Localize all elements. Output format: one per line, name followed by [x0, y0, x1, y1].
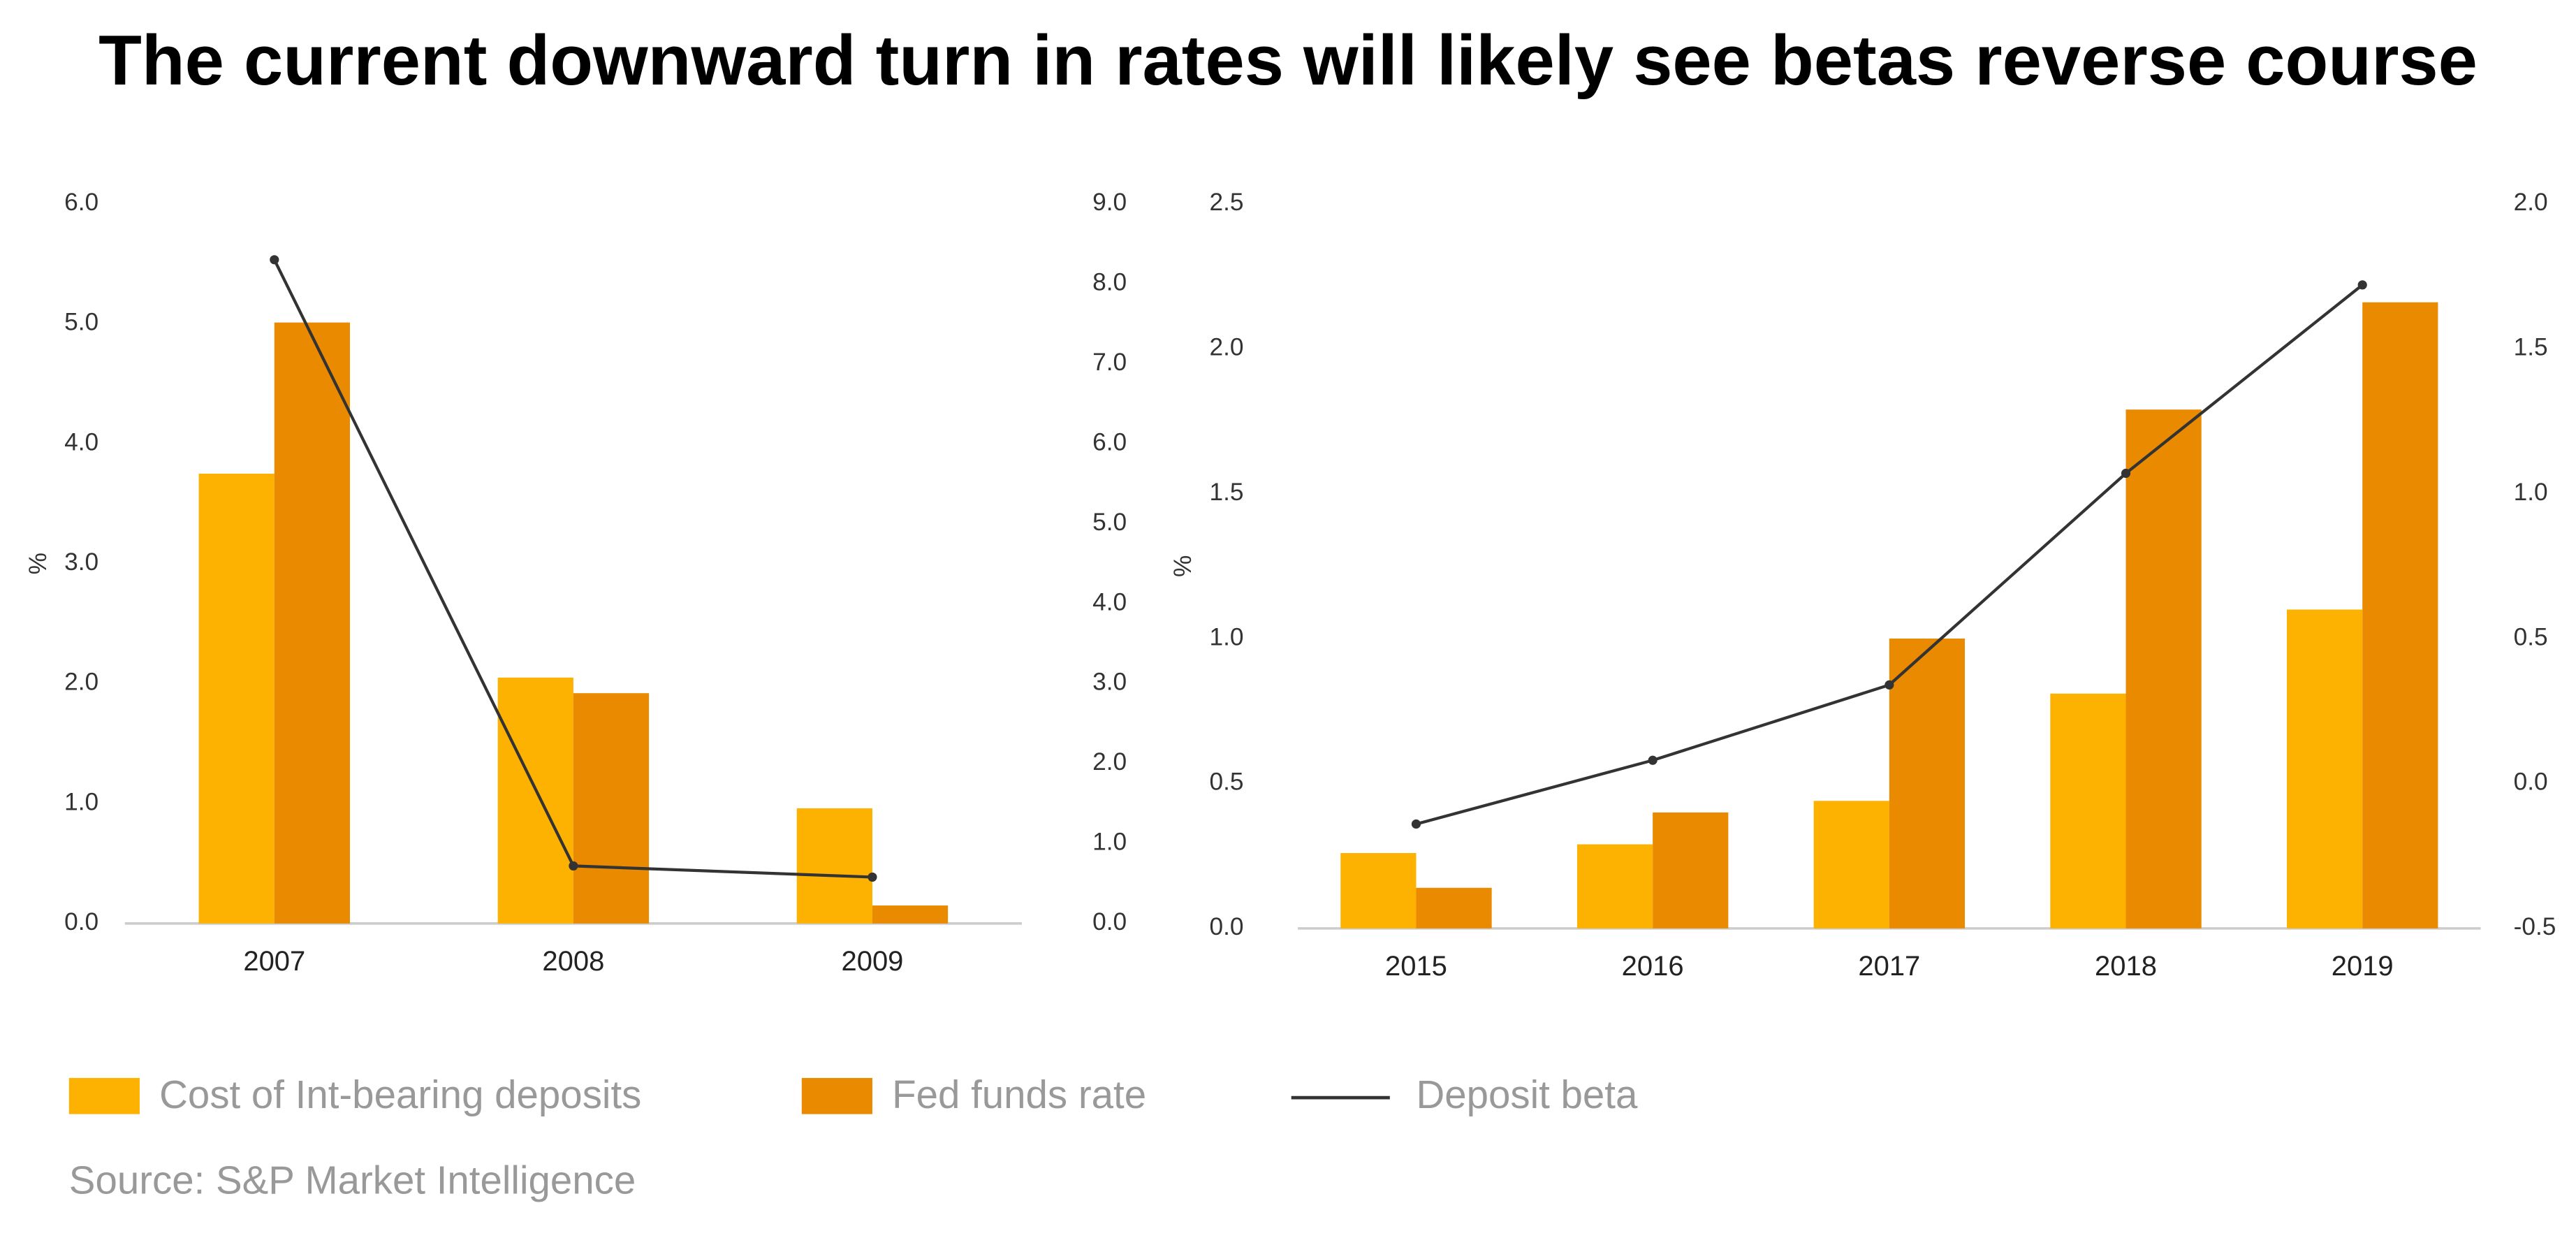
y-tick-label: 5.0 [64, 309, 98, 336]
line-point [2121, 468, 2131, 479]
legend-label: Fed funds rate [892, 1072, 1146, 1116]
bar [198, 473, 275, 924]
bar [1576, 844, 1653, 928]
y-tick-label: 0.5 [1209, 769, 1243, 796]
y-tick-label: 1.5 [1209, 479, 1243, 506]
y-tick-label: 1.0 [64, 788, 98, 815]
bar [2362, 302, 2438, 928]
y-axis-label: % [24, 553, 52, 574]
y2-tick-label: 4.0 [1092, 588, 1127, 616]
legend-swatch [801, 1077, 872, 1114]
bar [573, 693, 650, 924]
bar [2125, 409, 2202, 928]
legend-label: Deposit beta [1416, 1072, 1637, 1116]
y2-tick-label: -0.5 [2514, 913, 2556, 940]
line-point [569, 861, 578, 871]
legend-swatch [68, 1077, 140, 1114]
bar [1340, 853, 1417, 928]
x-tick-label: 2018 [2095, 951, 2157, 982]
y2-tick-label: 1.0 [1092, 829, 1127, 856]
y2-tick-label: 9.0 [1092, 189, 1127, 216]
x-tick-label: 2016 [1622, 951, 1684, 982]
x-tick-label: 2007 [243, 946, 305, 977]
bar [872, 905, 949, 924]
line-point [868, 872, 877, 882]
bar [796, 808, 872, 924]
x-tick-label: 2009 [841, 946, 903, 977]
y2-tick-label: 1.0 [2514, 479, 2548, 506]
y-tick-label: 6.0 [64, 189, 98, 216]
bar [1889, 638, 1966, 928]
x-tick-label: 2008 [542, 946, 604, 977]
line-point [270, 255, 279, 265]
bar [1416, 887, 1492, 928]
line-point [1648, 755, 1657, 765]
y-tick-label: 2.0 [1209, 333, 1243, 361]
y2-tick-label: 5.0 [1092, 509, 1127, 536]
y-axis-label: % [1169, 555, 1196, 577]
page-title: The current downward turn in rates will … [98, 21, 2478, 100]
y-tick-label: 0.0 [64, 908, 98, 935]
y2-tick-label: 6.0 [1092, 428, 1127, 456]
source: Source: S&P Market Intelligence [69, 1158, 636, 1202]
y2-tick-label: 0.0 [2514, 769, 2548, 796]
bar [2050, 693, 2126, 928]
legend-label: Cost of Int-bearing deposits [159, 1072, 641, 1116]
y-tick-label: 3.0 [64, 548, 98, 576]
line-point [1885, 680, 1894, 690]
bar [1653, 812, 1729, 928]
y-tick-label: 0.0 [1209, 913, 1243, 940]
bar [2287, 609, 2363, 928]
y-tick-label: 1.0 [1209, 623, 1243, 650]
x-tick-label: 2017 [1858, 951, 1920, 982]
line-point [2357, 280, 2367, 290]
x-tick-label: 2015 [1385, 951, 1447, 982]
y2-tick-label: 1.5 [2514, 333, 2548, 361]
y2-tick-label: 0.0 [1092, 908, 1127, 935]
y2-tick-label: 2.0 [2514, 189, 2548, 216]
line-point [1411, 819, 1421, 829]
bar [1813, 801, 1889, 928]
y2-tick-label: 8.0 [1092, 268, 1127, 296]
y-tick-label: 4.0 [64, 428, 98, 456]
y-tick-label: 2.5 [1209, 189, 1243, 216]
bar [274, 322, 351, 924]
bar [497, 677, 573, 924]
y2-tick-label: 0.5 [2514, 623, 2548, 650]
y2-tick-label: 2.0 [1092, 748, 1127, 775]
y-tick-label: 2.0 [64, 669, 98, 696]
y2-tick-label: 3.0 [1092, 669, 1127, 696]
x-tick-label: 2019 [2332, 951, 2394, 982]
y2-tick-label: 7.0 [1092, 349, 1127, 376]
